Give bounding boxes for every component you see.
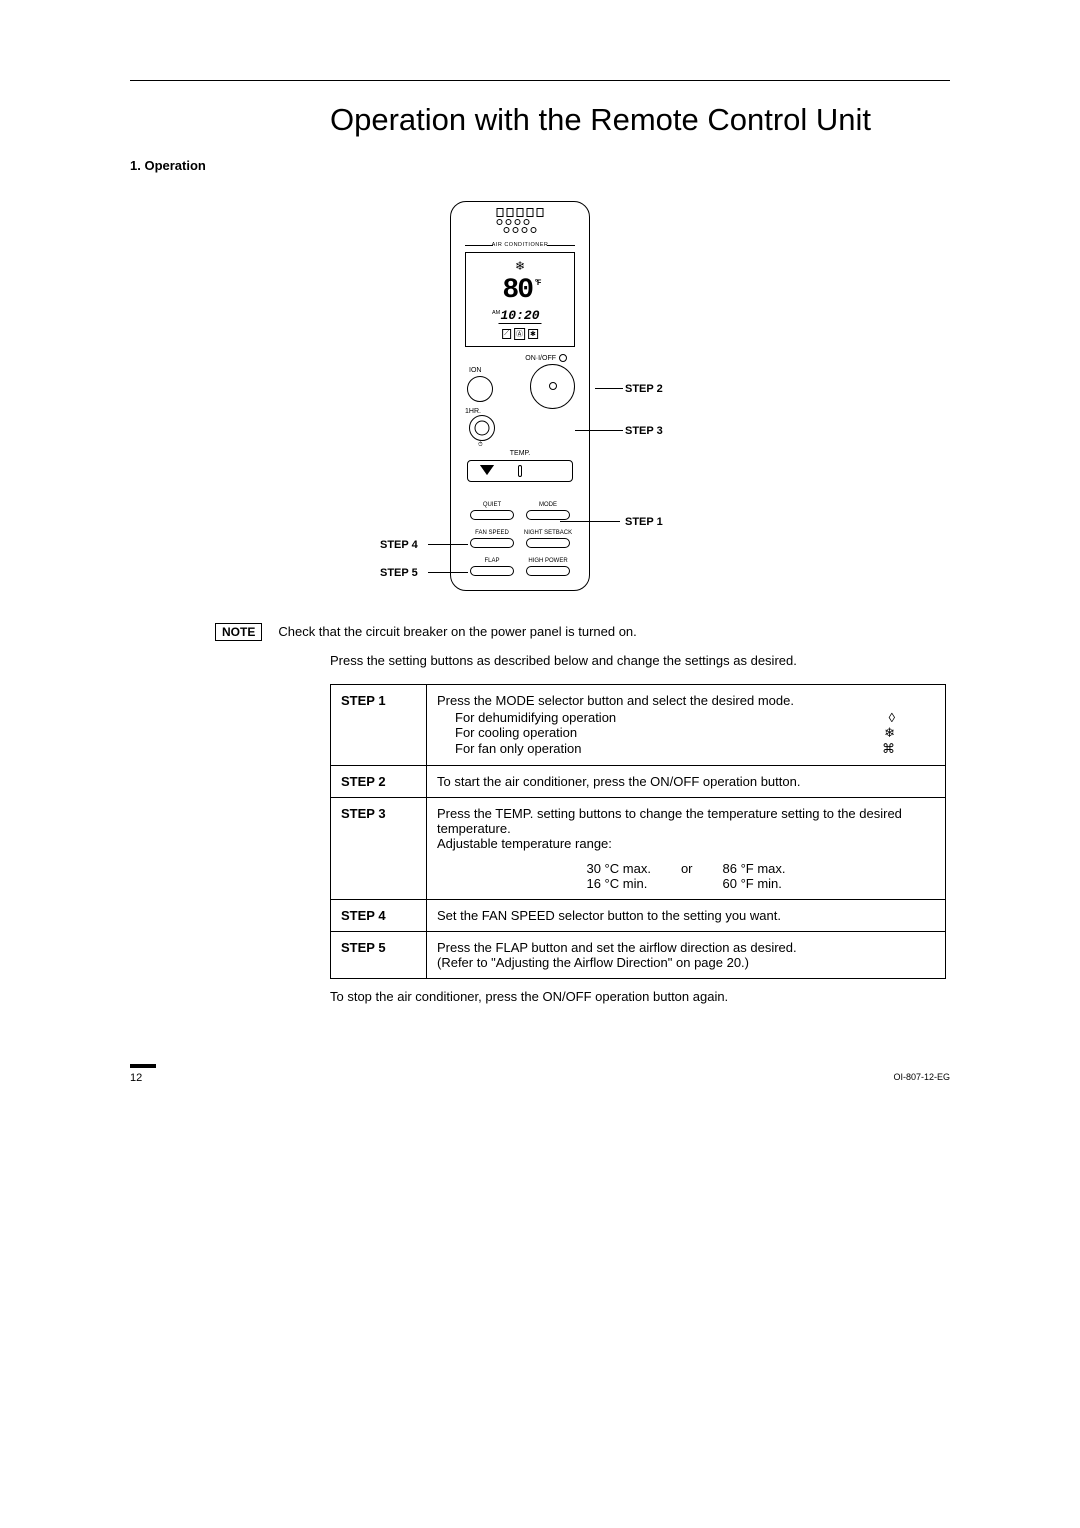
droplet-icon: ◊ — [889, 710, 895, 725]
header-rule — [130, 80, 950, 81]
nightsetback-button — [526, 538, 570, 548]
steps-table: STEP 1 Press the MODE selector button an… — [330, 684, 946, 979]
callout-step4: STEP 4 — [380, 539, 418, 551]
flap-button — [470, 566, 514, 576]
temp-ranges: 30 °C max. 16 °C min. or 86 °F max. 60 °… — [437, 861, 935, 891]
step-content: Press the MODE selector button and selec… — [427, 684, 946, 765]
onehr-button — [469, 415, 495, 441]
callout-line — [575, 430, 623, 431]
section-heading: 1. Operation — [130, 158, 950, 173]
callout-step2: STEP 2 — [625, 383, 663, 395]
c-max: 30 °C max. — [586, 861, 650, 876]
step-label: STEP 1 — [331, 684, 427, 765]
button-row-2: FAN SPEED NIGHT SETBACK — [467, 530, 573, 548]
callout-line — [595, 388, 623, 389]
mode-cool: For cooling operation — [437, 725, 577, 741]
table-row: STEP 3 Press the TEMP. setting buttons t… — [331, 797, 946, 899]
step-label: STEP 4 — [331, 899, 427, 931]
temp-unit: °F — [534, 279, 540, 288]
flap-label: FLAP — [484, 558, 499, 564]
nightsetback-label: NIGHT SETBACK — [524, 530, 572, 536]
page-number: 12 — [130, 1072, 950, 1084]
button-row-1: QUIET MODE — [467, 502, 573, 520]
c-min: 16 °C min. — [586, 876, 650, 891]
temp-value: 80 — [502, 275, 532, 306]
step3-lead: Press the TEMP. setting buttons to chang… — [437, 806, 935, 836]
note-row: NOTE Check that the circuit breaker on t… — [215, 623, 950, 641]
fanspeed-button — [470, 538, 514, 548]
callout-step1: STEP 1 — [625, 516, 663, 528]
footer-bar-icon — [130, 1064, 156, 1068]
step-content: To start the air conditioner, press the … — [427, 765, 946, 797]
remote-screen: ❄ 80°F AM 10:20 ⟋Ⓐ✱ — [465, 252, 575, 347]
snowflake-icon: ❄ — [515, 259, 525, 273]
intro-text: Press the setting buttons as described b… — [330, 653, 950, 668]
mode-fan: For fan only operation — [437, 741, 581, 757]
temp-down-icon — [481, 466, 493, 475]
onehr-label: 1HR. — [465, 408, 481, 415]
step5-line1: Press the FLAP button and set the airflo… — [437, 940, 935, 955]
button-row-3: FLAP HIGH POWER — [467, 558, 573, 576]
temp-rocker — [467, 460, 573, 482]
ion-button — [467, 376, 493, 402]
after-table-text: To stop the air conditioner, press the O… — [330, 989, 950, 1004]
step-label: STEP 5 — [331, 931, 427, 978]
step3-sub: Adjustable temperature range: — [437, 836, 935, 851]
note-text: Check that the circuit breaker on the po… — [278, 623, 636, 639]
clock-display: 10:20 — [498, 308, 541, 324]
fanspeed-label: FAN SPEED — [475, 530, 509, 536]
quiet-label: QUIET — [483, 502, 501, 508]
table-row: STEP 2 To start the air conditioner, pre… — [331, 765, 946, 797]
page-footer: 12 OI-807-12-EG — [130, 1064, 950, 1084]
divider — [547, 245, 575, 246]
fan-icon: ⌘ — [882, 741, 895, 757]
step5-line2: (Refer to "Adjusting the Airflow Directi… — [437, 955, 935, 970]
step-label: STEP 3 — [331, 797, 427, 899]
onoff-label: ON·I/OFF — [525, 354, 567, 362]
temp-display: 80°F — [466, 275, 574, 306]
or-label: or — [681, 861, 693, 876]
temp-button-label: TEMP. — [451, 450, 589, 457]
step-content: Set the FAN SPEED selector button to the… — [427, 899, 946, 931]
remote-outline: AIR CONDITIONER ❄ 80°F AM 10:20 ⟋Ⓐ✱ ON·I… — [450, 201, 590, 591]
callout-line — [560, 521, 620, 522]
onoff-button — [530, 364, 575, 409]
screen-status-icons: ⟋Ⓐ✱ — [502, 328, 538, 340]
callout-step5: STEP 5 — [380, 567, 418, 579]
mode-label: MODE — [539, 502, 557, 508]
doc-id: OI-807-12-EG — [893, 1072, 950, 1082]
mode-list: For dehumidifying operation ◊ For cooling… — [437, 710, 935, 757]
timer-icon: ⏱ — [478, 442, 483, 449]
callout-line — [428, 572, 468, 573]
quiet-button — [470, 510, 514, 520]
table-row: STEP 4 Set the FAN SPEED selector button… — [331, 899, 946, 931]
callout-step3: STEP 3 — [625, 425, 663, 437]
snowflake-icon: ❄ — [884, 725, 895, 741]
highpower-button — [526, 566, 570, 576]
remote-diagram: AIR CONDITIONER ❄ 80°F AM 10:20 ⟋Ⓐ✱ ON·I… — [260, 201, 820, 601]
ion-label: ION — [469, 367, 481, 374]
ir-emitter-icon — [497, 208, 544, 233]
mode-button — [526, 510, 570, 520]
f-max: 86 °F max. — [723, 861, 786, 876]
table-row: STEP 1 Press the MODE selector button an… — [331, 684, 946, 765]
highpower-label: HIGH POWER — [528, 558, 567, 564]
step1-lead: Press the MODE selector button and selec… — [437, 693, 935, 708]
f-min: 60 °F min. — [723, 876, 786, 891]
step-content: Press the TEMP. setting buttons to chang… — [427, 797, 946, 899]
table-row: STEP 5 Press the FLAP button and set the… — [331, 931, 946, 978]
note-badge: NOTE — [215, 623, 262, 641]
mode-dehumid: For dehumidifying operation — [437, 710, 616, 725]
thermometer-icon — [518, 465, 522, 477]
page-title: Operation with the Remote Control Unit — [330, 101, 950, 140]
step-label: STEP 2 — [331, 765, 427, 797]
step-content: Press the FLAP button and set the airflo… — [427, 931, 946, 978]
temp-up-icon — [547, 466, 559, 475]
callout-line — [428, 544, 468, 545]
